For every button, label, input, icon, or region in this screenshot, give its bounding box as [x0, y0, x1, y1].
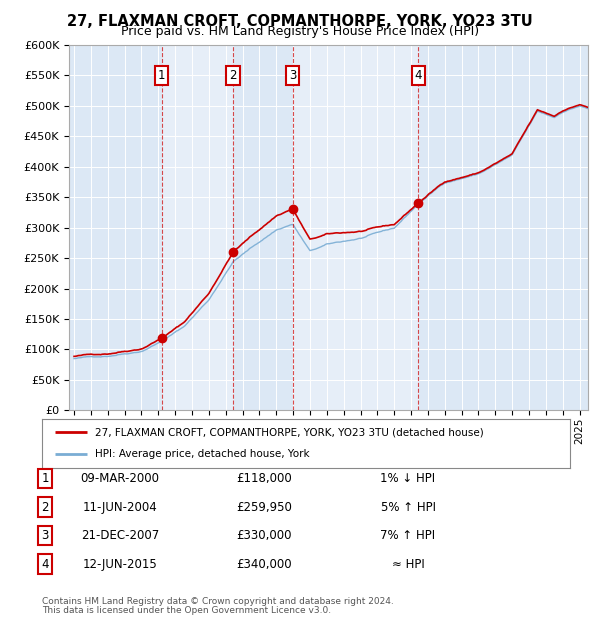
Text: 27, FLAXMAN CROFT, COPMANTHORPE, YORK, YO23 3TU (detached house): 27, FLAXMAN CROFT, COPMANTHORPE, YORK, Y… — [95, 427, 484, 437]
Text: Price paid vs. HM Land Registry's House Price Index (HPI): Price paid vs. HM Land Registry's House … — [121, 25, 479, 38]
Text: £340,000: £340,000 — [236, 558, 292, 570]
Text: 4: 4 — [41, 558, 49, 570]
Text: 2: 2 — [41, 501, 49, 513]
Text: 4: 4 — [415, 69, 422, 82]
Bar — [293, 45, 418, 410]
Text: 12-JUN-2015: 12-JUN-2015 — [83, 558, 157, 570]
Text: £330,000: £330,000 — [236, 529, 292, 542]
Text: £259,950: £259,950 — [236, 501, 292, 513]
Text: 1: 1 — [158, 69, 165, 82]
Text: 09-MAR-2000: 09-MAR-2000 — [80, 472, 160, 485]
Text: 21-DEC-2007: 21-DEC-2007 — [81, 529, 159, 542]
Text: 3: 3 — [41, 529, 49, 542]
Text: HPI: Average price, detached house, York: HPI: Average price, detached house, York — [95, 450, 310, 459]
Text: 2: 2 — [229, 69, 237, 82]
Text: 27, FLAXMAN CROFT, COPMANTHORPE, YORK, YO23 3TU: 27, FLAXMAN CROFT, COPMANTHORPE, YORK, Y… — [67, 14, 533, 29]
Text: 1% ↓ HPI: 1% ↓ HPI — [380, 472, 436, 485]
Text: 5% ↑ HPI: 5% ↑ HPI — [380, 501, 436, 513]
Text: This data is licensed under the Open Government Licence v3.0.: This data is licensed under the Open Gov… — [42, 606, 331, 615]
Text: 7% ↑ HPI: 7% ↑ HPI — [380, 529, 436, 542]
Text: ≈ HPI: ≈ HPI — [392, 558, 424, 570]
Text: Contains HM Land Registry data © Crown copyright and database right 2024.: Contains HM Land Registry data © Crown c… — [42, 597, 394, 606]
Text: 11-JUN-2004: 11-JUN-2004 — [83, 501, 157, 513]
Bar — [161, 45, 233, 410]
Text: £118,000: £118,000 — [236, 472, 292, 485]
Text: 1: 1 — [41, 472, 49, 485]
Text: 3: 3 — [289, 69, 296, 82]
